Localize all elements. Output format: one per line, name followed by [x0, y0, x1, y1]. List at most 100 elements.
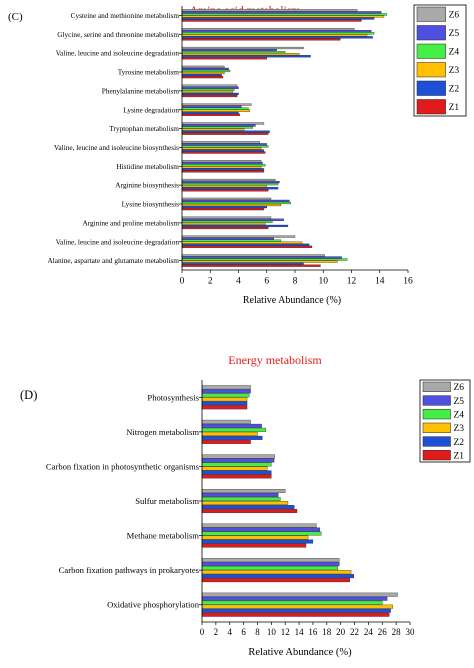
bar	[201, 509, 298, 513]
bar	[201, 454, 275, 459]
bar	[181, 237, 274, 240]
x-tick-label: 4	[236, 277, 241, 287]
bar	[201, 470, 272, 475]
bar	[201, 435, 263, 440]
x-tick-label: 12	[347, 277, 357, 287]
category-label: Valine, leucine and isoleucine biosynthe…	[54, 143, 179, 152]
category-label: Oxidative phosphorylation	[107, 600, 200, 610]
category-label: Carbon fixation in photosynthetic organi…	[46, 461, 200, 471]
bar	[181, 34, 368, 37]
bar	[181, 205, 267, 209]
bar	[201, 389, 251, 394]
bar	[201, 419, 251, 424]
category-label: Photosynthesis	[147, 392, 199, 402]
bar	[181, 48, 277, 52]
legend-swatch	[422, 422, 451, 433]
bar	[201, 543, 307, 548]
bar	[181, 164, 266, 167]
x-tick-label: 10	[319, 277, 329, 287]
x-tick-label: 30	[406, 627, 416, 637]
legend-label: Z3	[454, 424, 465, 434]
x-tick-label: 0	[200, 627, 205, 637]
category-label: Lysine biosynthesis	[122, 200, 180, 209]
bar	[181, 57, 267, 60]
x-tick-label: 18	[322, 627, 332, 637]
bar	[181, 84, 238, 87]
bar	[181, 55, 311, 58]
category-label: Arginine and proline metabolism	[82, 218, 179, 227]
bar	[181, 256, 342, 259]
bar	[181, 90, 234, 93]
panel-label: (D)	[20, 388, 37, 402]
bar	[181, 162, 263, 165]
bar	[201, 439, 251, 444]
bar	[201, 401, 248, 406]
bar	[181, 69, 231, 73]
bar	[181, 19, 362, 22]
bar	[181, 160, 262, 163]
bar	[181, 208, 265, 211]
bar	[181, 262, 304, 265]
bar	[181, 88, 235, 91]
category-label: Nitrogen metabolism	[126, 427, 199, 437]
bar	[201, 397, 248, 402]
bar	[201, 466, 268, 471]
bar	[181, 216, 272, 219]
bar	[181, 67, 229, 71]
x-tick-label: 2	[208, 277, 213, 287]
bar	[201, 393, 250, 398]
bar	[181, 9, 358, 12]
legend-label: Z4	[449, 48, 460, 58]
bar	[201, 385, 251, 390]
x-tick-label: 20	[336, 627, 346, 637]
bar	[181, 235, 296, 238]
x-tick-label: 14	[295, 627, 305, 637]
category-label: Lysine degradation	[123, 105, 179, 114]
x-tick-label: 24	[364, 627, 374, 637]
bar	[181, 258, 348, 261]
x-tick-label: 2	[214, 627, 219, 637]
bar	[181, 132, 269, 135]
bar	[201, 612, 390, 617]
bar	[201, 423, 262, 428]
bar	[181, 11, 382, 14]
legend-label: Z1	[449, 103, 460, 113]
bar	[201, 531, 322, 536]
x-axis-label: Relative Abundance (%)	[248, 647, 352, 658]
category-label: Arginine biosynthesis	[115, 181, 179, 190]
legend-label: Z6	[454, 383, 465, 393]
category-label: Alanine, aspartate and glutamate metabol…	[47, 256, 179, 265]
bar	[181, 86, 239, 89]
bar	[181, 243, 310, 246]
bar	[181, 166, 262, 169]
legend-swatch	[422, 450, 451, 461]
legend-swatch	[416, 25, 446, 41]
bar	[181, 126, 253, 129]
bar	[181, 170, 265, 173]
bar	[201, 604, 393, 609]
x-axis-label: Relative Abundance (%)	[243, 295, 341, 306]
bar	[181, 224, 289, 228]
x-tick-label: 28	[392, 627, 402, 637]
bar	[181, 199, 290, 203]
bar	[201, 574, 355, 579]
category-label: Tyrosine metabolism	[118, 68, 180, 77]
legend-label: Z1	[454, 451, 465, 461]
legend-swatch	[422, 409, 451, 420]
bar	[201, 558, 340, 563]
bar	[201, 578, 350, 583]
x-tick-label: 8	[255, 627, 260, 637]
bar	[181, 183, 279, 186]
chart-panel-c: (C)Amino acid metabolismCysteine and met…	[8, 4, 467, 306]
bar	[201, 405, 248, 410]
legend-label: Z4	[454, 410, 465, 420]
bar	[181, 15, 385, 18]
bar	[181, 111, 239, 114]
bar	[181, 149, 265, 152]
category-label: Methane metabolism	[127, 531, 200, 541]
bar	[181, 73, 222, 77]
bar	[181, 13, 387, 16]
bar	[181, 241, 303, 244]
bar	[201, 474, 272, 479]
legend-swatch	[416, 62, 446, 78]
